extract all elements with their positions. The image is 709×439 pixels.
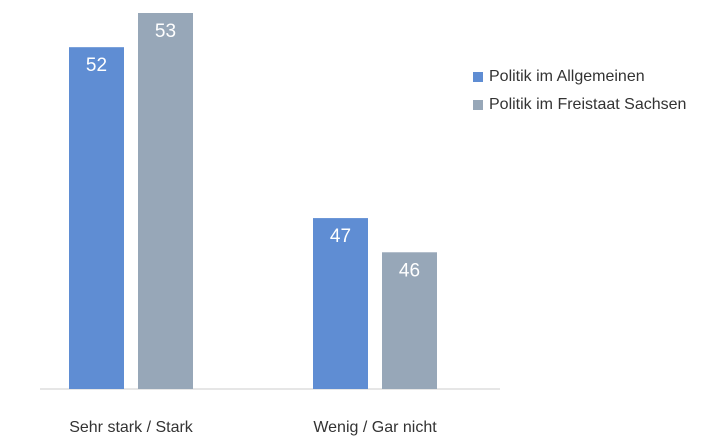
- legend-swatch: [473, 72, 483, 82]
- x-tick-label: Wenig / Gar nicht: [313, 419, 437, 436]
- value-label: 47: [330, 226, 351, 247]
- x-tick-label: Sehr stark / Stark: [69, 419, 194, 436]
- legend-label: Politik im Allgemeinen: [489, 68, 645, 85]
- value-label: 46: [399, 260, 420, 281]
- bar: [138, 13, 193, 389]
- value-label: 52: [86, 55, 107, 76]
- legend-label: Politik im Freistaat Sachsen: [489, 96, 686, 113]
- bar: [313, 218, 368, 389]
- value-label: 53: [155, 21, 176, 42]
- bar: [69, 47, 124, 389]
- legend-swatch: [473, 100, 483, 110]
- bar: [382, 252, 437, 389]
